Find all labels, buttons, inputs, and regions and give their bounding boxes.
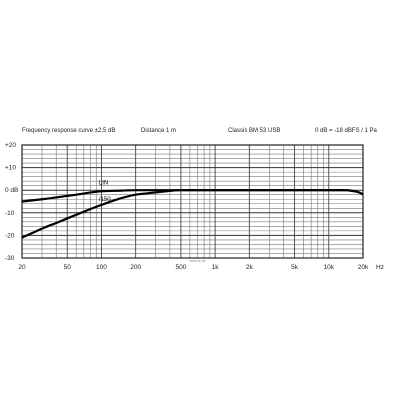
y-tick-label: -20 bbox=[5, 232, 15, 239]
x-tick-label: 20 bbox=[18, 264, 26, 271]
y-tick-label: +10 bbox=[5, 165, 16, 172]
x-tick-label: 5k bbox=[291, 264, 299, 271]
x-tick-label: 100 bbox=[96, 264, 107, 271]
distance-label: Distance 1 m bbox=[141, 128, 177, 134]
x-tick-label: 2k bbox=[246, 264, 254, 271]
y-tick-label: +20 bbox=[5, 142, 16, 149]
x-tick-label: 1k bbox=[212, 264, 220, 271]
x-tick-label: 20k bbox=[358, 264, 369, 271]
y-tick-label: -10 bbox=[5, 210, 15, 217]
model-label: Classis BM 53 USB bbox=[228, 128, 281, 134]
series-label-150: /150 bbox=[99, 197, 111, 203]
x-tick-label: 200 bbox=[130, 264, 141, 271]
series-curve-lin bbox=[21, 189, 364, 203]
plot-border bbox=[21, 144, 364, 259]
watermark: www.ts.de bbox=[190, 259, 206, 263]
minor-grid bbox=[22, 145, 363, 258]
series-label-lin: LIN bbox=[99, 180, 108, 186]
series-layer bbox=[21, 189, 364, 239]
x-tick-label: 50 bbox=[64, 264, 72, 271]
x-tick-label: 500 bbox=[175, 264, 186, 271]
reference-label: 0 dB = -18 dBFS / 1 Pa bbox=[315, 128, 377, 134]
x-tick-label: 10k bbox=[324, 264, 335, 271]
y-tick-label: -30 bbox=[5, 255, 15, 262]
major-grid bbox=[21, 144, 364, 259]
plot-frame bbox=[21, 144, 364, 259]
chart-title: Frequency response curve ±2.5 dB bbox=[22, 128, 116, 134]
x-unit-label: Hz bbox=[376, 264, 384, 271]
y-tick-label: 0 dB bbox=[5, 187, 18, 194]
series-curve-150 bbox=[21, 189, 364, 239]
